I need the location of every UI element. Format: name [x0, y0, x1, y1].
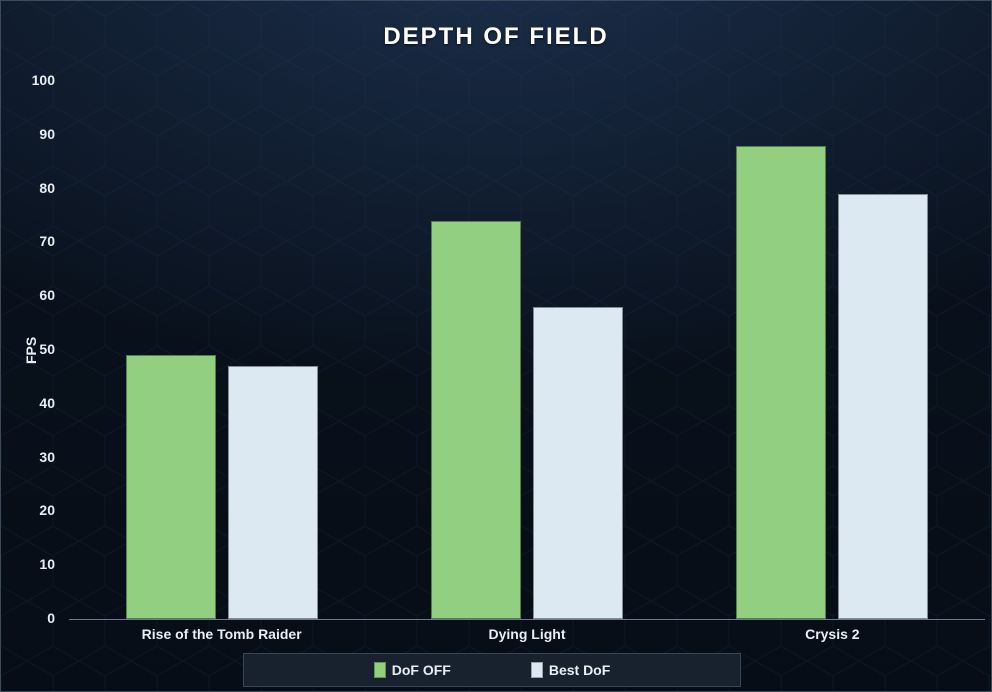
legend-swatch	[374, 662, 386, 678]
legend-item: Best DoF	[531, 662, 610, 678]
bar	[838, 194, 928, 619]
bar	[736, 146, 826, 619]
y-tick-label: 70	[1, 233, 55, 249]
y-tick-label: 10	[1, 556, 55, 572]
x-axis-line	[69, 619, 985, 620]
y-tick-label: 100	[1, 72, 55, 88]
legend-label: DoF OFF	[392, 662, 451, 678]
y-tick-label: 60	[1, 287, 55, 303]
y-tick-label: 0	[1, 610, 55, 626]
y-tick-label: 20	[1, 502, 55, 518]
legend: DoF OFF Best DoF	[243, 653, 741, 687]
bar	[228, 366, 318, 619]
legend-swatch	[531, 662, 543, 678]
plot-area: 0102030405060708090100FPSRise of the Tom…	[1, 1, 991, 692]
y-axis-label: FPS	[23, 337, 39, 364]
x-tick-label: Crysis 2	[682, 626, 982, 642]
x-tick-label: Rise of the Tomb Raider	[72, 626, 372, 642]
bar	[126, 355, 216, 619]
y-tick-label: 30	[1, 449, 55, 465]
x-tick-label: Dying Light	[377, 626, 677, 642]
bar	[533, 307, 623, 619]
legend-item: DoF OFF	[374, 662, 451, 678]
y-tick-label: 40	[1, 395, 55, 411]
legend-label: Best DoF	[549, 662, 610, 678]
chart-root: DEPTH OF FIELD 0102030405060708090100FPS…	[0, 0, 992, 692]
y-tick-label: 90	[1, 126, 55, 142]
y-tick-label: 80	[1, 180, 55, 196]
bar	[431, 221, 521, 619]
